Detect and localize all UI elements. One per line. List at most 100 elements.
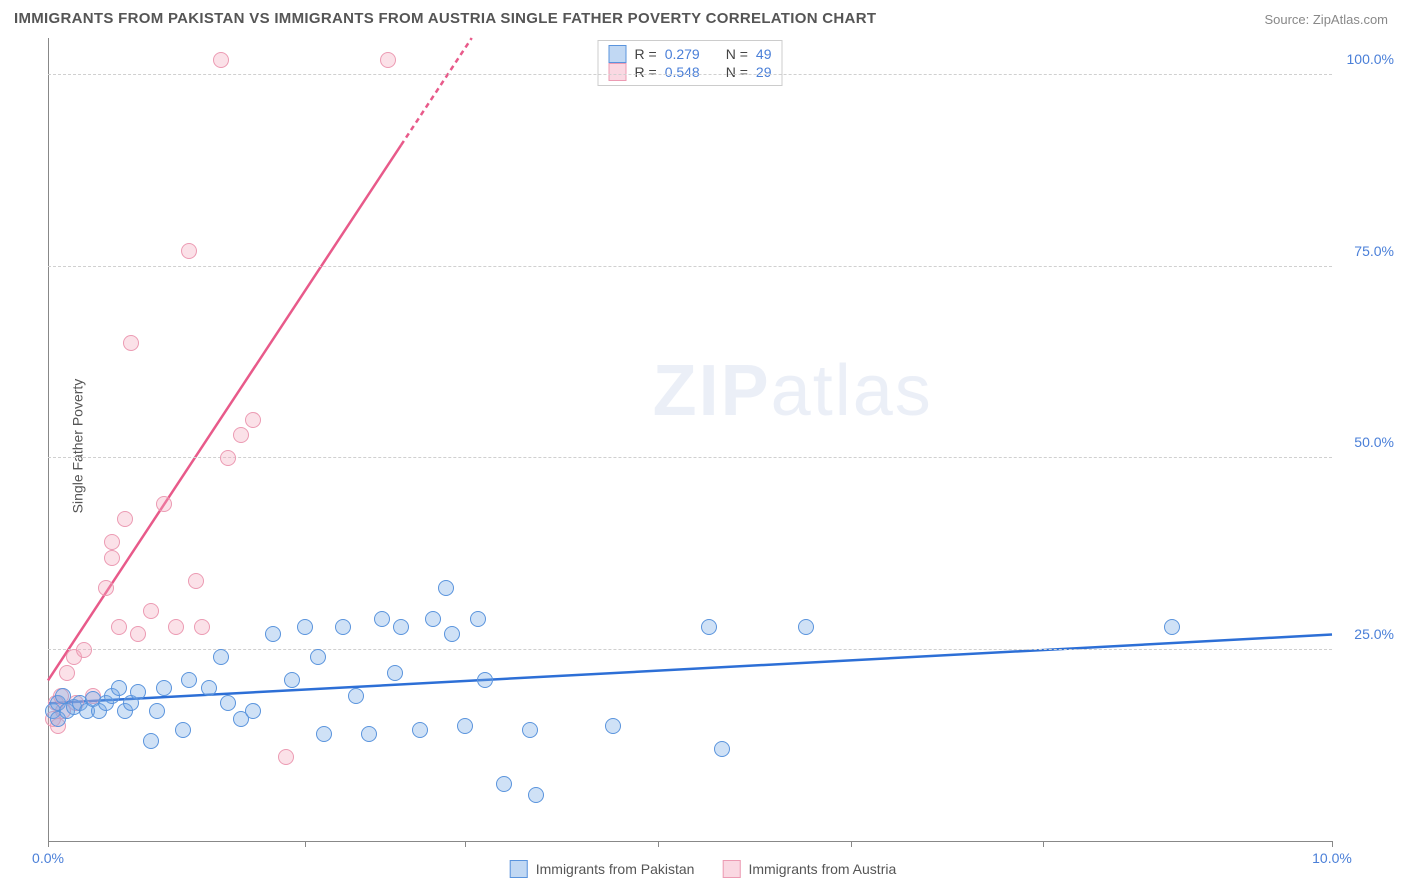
scatter-point (528, 787, 544, 803)
correlation-legend: R = 0.279 N = 49 R = 0.548 N = 29 (598, 40, 783, 86)
scatter-point (175, 722, 191, 738)
scatter-point (297, 619, 313, 635)
scatter-point (522, 722, 538, 738)
x-tick-label: 10.0% (1312, 850, 1352, 866)
scatter-point (143, 603, 159, 619)
scatter-point (284, 672, 300, 688)
y-tick-label: 50.0% (1354, 434, 1394, 450)
legend-swatch (609, 63, 627, 81)
plot-area: ZIPatlas R =0.279N =49R =0.548N =29 25.0… (48, 38, 1332, 842)
scatter-point (220, 695, 236, 711)
scatter-point (213, 52, 229, 68)
legend-item: Immigrants from Pakistan (510, 860, 695, 878)
scatter-point (605, 718, 621, 734)
scatter-point (265, 626, 281, 642)
x-tick (1043, 841, 1044, 847)
r-label: R = (635, 64, 657, 80)
scatter-point (59, 665, 75, 681)
scatter-point (130, 684, 146, 700)
x-tick (658, 841, 659, 847)
scatter-point (123, 335, 139, 351)
scatter-point (798, 619, 814, 635)
scatter-point (104, 550, 120, 566)
legend-swatch (510, 860, 528, 878)
legend-stat-row: R = 0.548 N = 29 (609, 63, 772, 81)
scatter-point (76, 642, 92, 658)
gridline (48, 266, 1332, 267)
source-label: Source: ZipAtlas.com (1264, 12, 1388, 27)
gridline (48, 457, 1332, 458)
scatter-point (1164, 619, 1180, 635)
chart-title: IMMIGRANTS FROM PAKISTAN VS IMMIGRANTS F… (14, 10, 876, 27)
scatter-point (438, 580, 454, 596)
gridline (48, 74, 1332, 75)
scatter-point (412, 722, 428, 738)
r-label: R = (635, 46, 657, 62)
scatter-point (188, 573, 204, 589)
scatter-point (149, 703, 165, 719)
x-tick (1332, 841, 1333, 847)
scatter-point (130, 626, 146, 642)
scatter-point (156, 496, 172, 512)
x-tick (465, 841, 466, 847)
scatter-point (181, 672, 197, 688)
scatter-point (111, 619, 127, 635)
scatter-point (233, 427, 249, 443)
trend-line-dashed (401, 38, 472, 145)
scatter-point (143, 733, 159, 749)
scatter-point (194, 619, 210, 635)
scatter-point (714, 741, 730, 757)
legend-item: Immigrants from Austria (722, 860, 896, 878)
trend-line (48, 635, 1332, 704)
scatter-point (393, 619, 409, 635)
legend-label: Immigrants from Pakistan (536, 861, 695, 877)
x-tick (305, 841, 306, 847)
scatter-point (496, 776, 512, 792)
scatter-point (380, 52, 396, 68)
x-tick (48, 841, 49, 847)
chart-container: IMMIGRANTS FROM PAKISTAN VS IMMIGRANTS F… (0, 0, 1406, 892)
scatter-point (425, 611, 441, 627)
scatter-point (457, 718, 473, 734)
scatter-point (335, 619, 351, 635)
scatter-point (201, 680, 217, 696)
scatter-point (111, 680, 127, 696)
scatter-point (156, 680, 172, 696)
scatter-point (348, 688, 364, 704)
scatter-point (477, 672, 493, 688)
scatter-point (245, 412, 261, 428)
gridline (48, 649, 1332, 650)
scatter-point (278, 749, 294, 765)
legend-swatch (609, 45, 627, 63)
legend-label: Immigrants from Austria (748, 861, 896, 877)
series-legend: Immigrants from Pakistan Immigrants from … (510, 860, 897, 878)
scatter-point (374, 611, 390, 627)
r-value: 0.279 (665, 46, 700, 62)
scatter-point (98, 580, 114, 596)
y-tick-label: 100.0% (1347, 51, 1394, 67)
n-value: 29 (756, 64, 772, 80)
scatter-point (168, 619, 184, 635)
scatter-point (310, 649, 326, 665)
scatter-point (444, 626, 460, 642)
scatter-point (361, 726, 377, 742)
n-label: N = (726, 46, 748, 62)
scatter-point (316, 726, 332, 742)
scatter-point (181, 243, 197, 259)
scatter-point (470, 611, 486, 627)
scatter-point (117, 511, 133, 527)
y-tick-label: 25.0% (1354, 626, 1394, 642)
scatter-point (104, 534, 120, 550)
x-tick (851, 841, 852, 847)
r-value: 0.548 (665, 64, 700, 80)
x-tick-label: 0.0% (32, 850, 64, 866)
legend-stat-row: R = 0.279 N = 49 (609, 45, 772, 63)
legend-swatch (722, 860, 740, 878)
scatter-point (387, 665, 403, 681)
n-value: 49 (756, 46, 772, 62)
y-tick-label: 75.0% (1354, 243, 1394, 259)
scatter-point (220, 450, 236, 466)
n-label: N = (726, 64, 748, 80)
trend-line (48, 145, 401, 680)
scatter-point (213, 649, 229, 665)
